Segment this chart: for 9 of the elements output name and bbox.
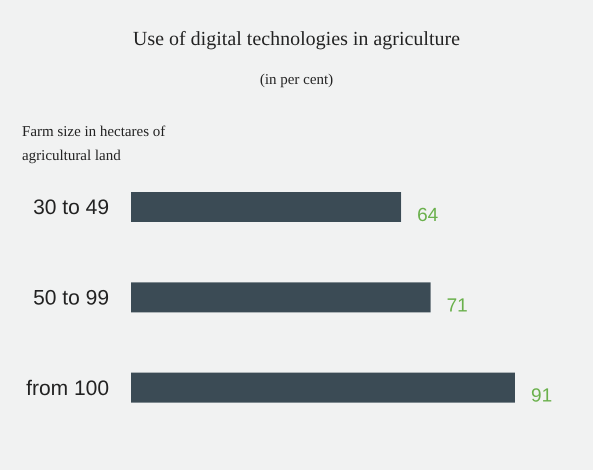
y-axis-title: Farm size in hectares of agricultural land [22,123,166,166]
data-label: 71 [446,295,468,316]
y-tick-label: 50 to 99 [33,286,109,310]
chart-title: Use of digital technologies in agriculture [132,28,462,51]
data-label: 91 [531,386,552,407]
y-tick-label: from 100 [26,376,109,400]
data-label: 64 [417,205,439,226]
chart-subtitle: (in per cent) [258,72,334,89]
y-tick-label: 30 to 49 [33,196,109,220]
